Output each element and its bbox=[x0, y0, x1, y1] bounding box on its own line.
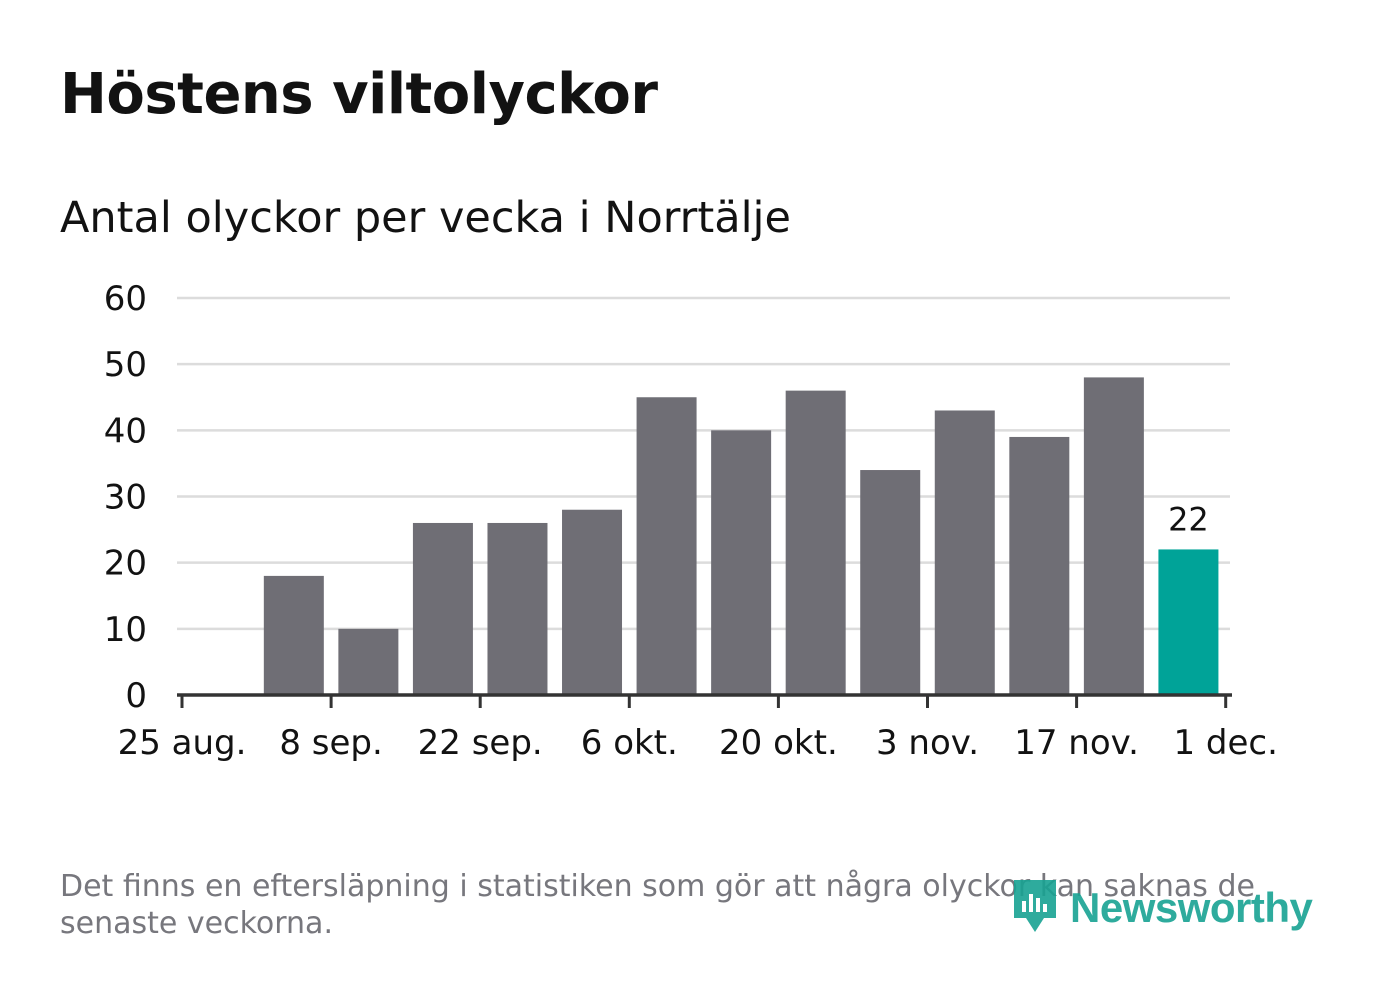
bar bbox=[934, 410, 995, 695]
data-labels: 22 bbox=[1168, 500, 1209, 538]
bar bbox=[487, 522, 548, 695]
highlight-bar bbox=[1158, 549, 1219, 695]
bars bbox=[263, 377, 1219, 695]
bar bbox=[1009, 436, 1070, 695]
y-tick-label: 10 bbox=[104, 610, 147, 650]
y-axis-ticks: 0 10 20 30 40 50 60 bbox=[104, 279, 147, 716]
x-tick-label: 8 sep. bbox=[279, 723, 382, 763]
chart-subtitle: Antal olyckor per vecka i Norrtälje bbox=[60, 193, 791, 243]
y-tick-label: 30 bbox=[104, 478, 147, 518]
bar bbox=[860, 470, 921, 695]
bar bbox=[338, 628, 399, 695]
bar-chart-speech-bubble-icon bbox=[1010, 874, 1060, 942]
x-tick-label: 20 okt. bbox=[719, 723, 838, 763]
y-tick-label: 40 bbox=[104, 411, 147, 451]
x-tick-label: 1 dec. bbox=[1173, 723, 1277, 763]
y-tick-label: 0 bbox=[125, 676, 147, 716]
newsworthy-logo: Newsworthy bbox=[1010, 874, 1313, 942]
x-tick-label: 25 aug. bbox=[118, 723, 247, 763]
bar bbox=[263, 575, 324, 695]
x-tick-label: 6 okt. bbox=[581, 723, 678, 763]
x-tick-label: 22 sep. bbox=[418, 723, 543, 763]
bar bbox=[711, 430, 772, 695]
y-tick-label: 50 bbox=[104, 345, 147, 385]
x-tick-label: 3 nov. bbox=[876, 723, 979, 763]
grid-lines bbox=[177, 296, 1230, 631]
x-axis-ticks: 25 aug. 8 sep. 22 sep. 6 okt. 20 okt. 3 nov. 1… bbox=[118, 695, 1278, 763]
y-tick-label: 60 bbox=[104, 279, 147, 319]
bar-data-label: 22 bbox=[1168, 500, 1209, 538]
chart-title: Höstens viltolyckor bbox=[60, 62, 658, 127]
bar bbox=[1083, 377, 1144, 695]
x-tick-label: 17 nov. bbox=[1014, 723, 1139, 763]
bar bbox=[636, 397, 697, 695]
logo-text: Newsworthy bbox=[1070, 884, 1313, 931]
y-tick-label: 20 bbox=[104, 544, 147, 584]
bar bbox=[562, 509, 623, 695]
bar bbox=[785, 390, 846, 695]
bar bbox=[412, 522, 473, 695]
bar-chart: 0 10 20 30 40 50 60 25 aug. 8 sep. 22 sep. 6 okt.… bbox=[104, 279, 1278, 763]
